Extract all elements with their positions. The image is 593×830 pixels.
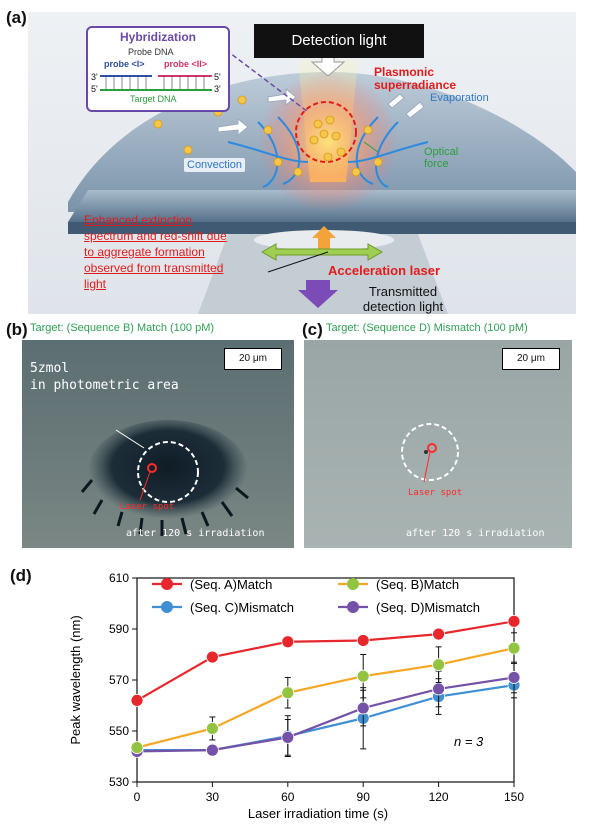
x-tick-label: 60 (281, 790, 295, 804)
data-point (130, 693, 144, 707)
hybridization-inset: Hybridization Probe DNA probe <I> probe … (86, 26, 230, 112)
scale-bar-c: 20 μm (502, 348, 560, 370)
y-tick-label: 530 (109, 775, 129, 789)
data-point (281, 635, 295, 649)
schematic-panel: Hybridization Probe DNA probe <I> probe … (28, 12, 576, 314)
series-line-1 (136, 647, 515, 749)
legend-marker-1 (347, 578, 359, 590)
scale-bar: 20 μm (224, 348, 282, 370)
panel-a-label: (a) (6, 8, 27, 27)
panel-c-label: (c) (302, 320, 323, 339)
convection-label: Convection (184, 158, 246, 172)
y-axis-title: Peak wavelength (nm) (68, 615, 83, 744)
micrograph-match: 20 μm 5zmol in photometric area Laser sp… (22, 340, 294, 548)
mismatch-image (401, 423, 459, 483)
acceleration-laser-label: Acceleration laser (328, 263, 441, 278)
strand-end-5-left: 5' (91, 84, 98, 94)
data-point (130, 741, 144, 754)
aggregate-image (80, 420, 249, 536)
x-tick-label: 0 (134, 790, 141, 804)
data-point (356, 701, 370, 715)
micrograph-mismatch: 20 μm Laser spot after 120 s irradiation (304, 340, 572, 548)
enhanced-extinction-note: Enhanced extinction spectrum and red-shi… (84, 213, 227, 291)
probe-2-label: probe <II> (164, 59, 208, 69)
data-point (432, 682, 446, 696)
x-tick-label: 90 (357, 790, 371, 804)
data-point (432, 658, 446, 672)
data-point (281, 730, 295, 744)
data-point (356, 634, 370, 647)
legend-label-0: (Seq. A)Match (190, 577, 272, 592)
data-point (507, 614, 521, 628)
legend-label-1: (Seq. B)Match (376, 577, 459, 592)
photometric-area-note: 5zmol in photometric area (30, 361, 179, 393)
panel-b-label: (b) (6, 320, 28, 339)
probe-1-label: probe <I> (104, 59, 145, 69)
legend-marker-3 (347, 601, 359, 613)
data-point (281, 686, 295, 700)
evaporation-label: Evaporation (430, 92, 489, 104)
data-point (356, 669, 370, 683)
strand-end-5-right: 5' (214, 72, 221, 82)
optical-force-label: Optical force (424, 146, 459, 170)
data-point (205, 722, 219, 735)
peak-wavelength-chart: 530 550 570 590 610 0 30 60 90 120 150 (Seq. A)Ma… (68, 571, 524, 821)
irradiation-caption: after 120 s irradiation (126, 528, 265, 539)
series-line-3 (136, 676, 515, 753)
irradiation-caption-c: after 120 s irradiation (406, 528, 545, 539)
x-tick-label: 120 (429, 790, 449, 804)
legend-label-2: (Seq. C)Mismatch (190, 600, 294, 615)
data-point (205, 650, 219, 664)
n-annotation: n = 3 (454, 734, 484, 749)
legend-marker-2 (161, 601, 173, 613)
x-tick-label: 30 (206, 790, 220, 804)
panel-b-title: Target: (Sequence B) Match (100 pM) (30, 322, 215, 334)
hybridization-title: Hybridization (119, 30, 196, 44)
laser-spot-label: Laser spot (120, 502, 175, 512)
schematic-illustration (28, 12, 576, 314)
data-point (507, 671, 521, 684)
y-tick-label: 590 (109, 622, 129, 636)
legend-label-3: (Seq. D)Mismatch (376, 600, 480, 615)
panel-c-title: Target: (Sequence D) Mismatch (100 pM) (326, 322, 528, 334)
transmitted-light-label: Transmitted detection light (362, 284, 444, 314)
dna-strands (100, 75, 212, 91)
x-axis-title: Laser irradiation time (s) (248, 806, 388, 821)
x-tick-label: 150 (504, 790, 524, 804)
series-line-0 (136, 620, 515, 702)
laser-spot-label-c: Laser spot (408, 488, 463, 498)
target-dna-label: Target DNA (130, 94, 177, 104)
data-point (507, 641, 521, 655)
y-tick-label: 550 (109, 724, 129, 738)
y-tick-label: 610 (109, 571, 129, 585)
strand-end-3-left: 3' (91, 72, 98, 82)
data-point (432, 627, 446, 641)
panel-d-label: (d) (10, 566, 32, 585)
probe-dna-label: Probe DNA (128, 47, 174, 57)
plasmonic-superradiance-label: Plasmonic superradiance (374, 65, 457, 92)
strand-end-3-right: 3' (214, 84, 221, 94)
data-point (205, 743, 219, 757)
legend-marker-0 (161, 578, 173, 590)
detection-light-label: Detection light (254, 24, 424, 58)
y-tick-label: 570 (109, 673, 129, 687)
